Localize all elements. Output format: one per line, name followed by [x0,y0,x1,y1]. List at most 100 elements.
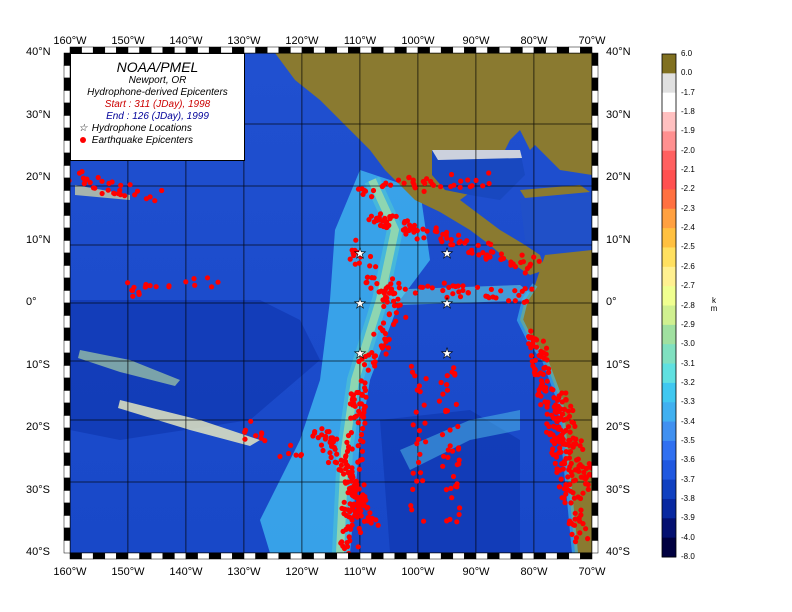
epicenter-dot [585,482,591,488]
epicenter-dot [476,252,482,258]
epicenter-dot [391,298,397,304]
epicenter-dot [315,435,321,441]
epicenter-dot [209,284,215,290]
epicenter-dot [546,369,552,375]
epicenter-dot [589,465,592,471]
epicenter-dot [414,387,420,393]
epicenter-dot [527,334,534,340]
hydrophone-locations: ★ ★ ★ ★ ★ ★ [353,245,453,362]
border-tick [591,377,599,391]
epicenter-dot [585,536,591,542]
epicenter-dot [428,178,434,185]
colorbar-tick-label: -8.0 [681,552,695,561]
epicenter-dot [364,279,370,285]
border-tick [185,552,198,560]
border-tick [591,440,599,454]
epicenter-dot [493,295,499,301]
border-tick [69,552,82,560]
border-tick [522,552,535,560]
border-tick [429,46,442,54]
border-tick [556,552,570,560]
border-tick [63,540,71,554]
epicenter-dot [389,276,396,282]
border-tick [591,490,599,504]
colorbar-tick-label: -2.9 [681,319,695,329]
epicenter-dot [395,296,401,302]
epicenter-dot [474,284,481,290]
border-tick [243,46,256,54]
colorbar-tick-label: -3.0 [681,339,695,349]
epicenter-dot [569,531,575,538]
border-tick [63,165,71,179]
epicenter-dot [356,466,362,472]
epicenter-dot [318,442,325,448]
border-tick [487,552,500,560]
epicenter-dot [429,285,435,291]
epicenter-dot [580,490,586,496]
epicenter-dot [465,290,471,296]
epicenter-dot [571,441,577,447]
border-tick [371,46,384,54]
epicenter-dot [490,249,496,255]
epicenter-dot [347,509,353,515]
epicenter-dot [529,286,535,292]
epicenter-dot [563,397,569,403]
epicenter-dot [465,177,471,183]
colorbar-tick-label: -1.7 [681,87,695,97]
colorbar-swatch [662,73,676,94]
border-tick [174,552,187,560]
epicenter-dot [418,284,424,290]
epicenter-dot [522,270,528,276]
epicenter-dot [382,288,388,294]
epicenter-dot [358,437,364,444]
epicenter-dot [444,294,450,300]
epicenter-dot [371,331,377,337]
epicenter-dot [420,178,426,185]
epicenter-dot [325,459,332,466]
border-tick [278,46,291,54]
epicenter-dot [413,409,419,415]
border-tick [63,290,71,304]
epicenter-dot [277,453,283,460]
epicenter-dot [414,236,420,242]
colorbar-unit: km [710,296,718,313]
epicenter-dot [480,250,486,256]
epicenter-dot [578,512,584,518]
border-tick [382,46,396,54]
epicenter-dot [153,284,159,290]
border-tick [63,177,71,191]
epicenter-dot [589,472,592,479]
lon-label-bottom: 70°W [578,566,606,578]
epicenter-dot [430,182,437,188]
epicenter-dot [544,411,550,417]
border-tick [63,202,71,216]
epicenter-dot [360,191,366,197]
epicenter-dot [368,285,374,291]
border-tick [336,552,349,560]
epicenter-dot [563,428,569,434]
border-tick [475,552,488,560]
epicenter-dot [551,404,557,410]
epicenter-dot [567,429,573,435]
epicenter-dot [454,519,460,525]
epicenter-dot [407,222,413,228]
epicenter-dot [358,432,365,438]
colorbar-swatch [662,170,676,190]
epicenter-dot [561,417,567,423]
lon-label-bottom: 130°W [227,566,261,578]
epicenter-dot [449,495,455,501]
hydrophone-star: ★ [354,295,367,311]
epicenter-dot [563,441,569,448]
epicenter-dot [566,437,572,444]
epicenter-dot [447,443,453,449]
epicenter-dot [456,232,462,238]
epicenter-dot [531,254,537,260]
epicenter-dot [421,402,427,408]
colorbar-swatch [662,518,676,539]
florida [515,80,545,150]
epicenter-dot [409,507,415,513]
border-tick [63,265,71,279]
border-tick [591,502,599,516]
map-border [63,46,599,560]
epicenter-dot [122,193,128,199]
